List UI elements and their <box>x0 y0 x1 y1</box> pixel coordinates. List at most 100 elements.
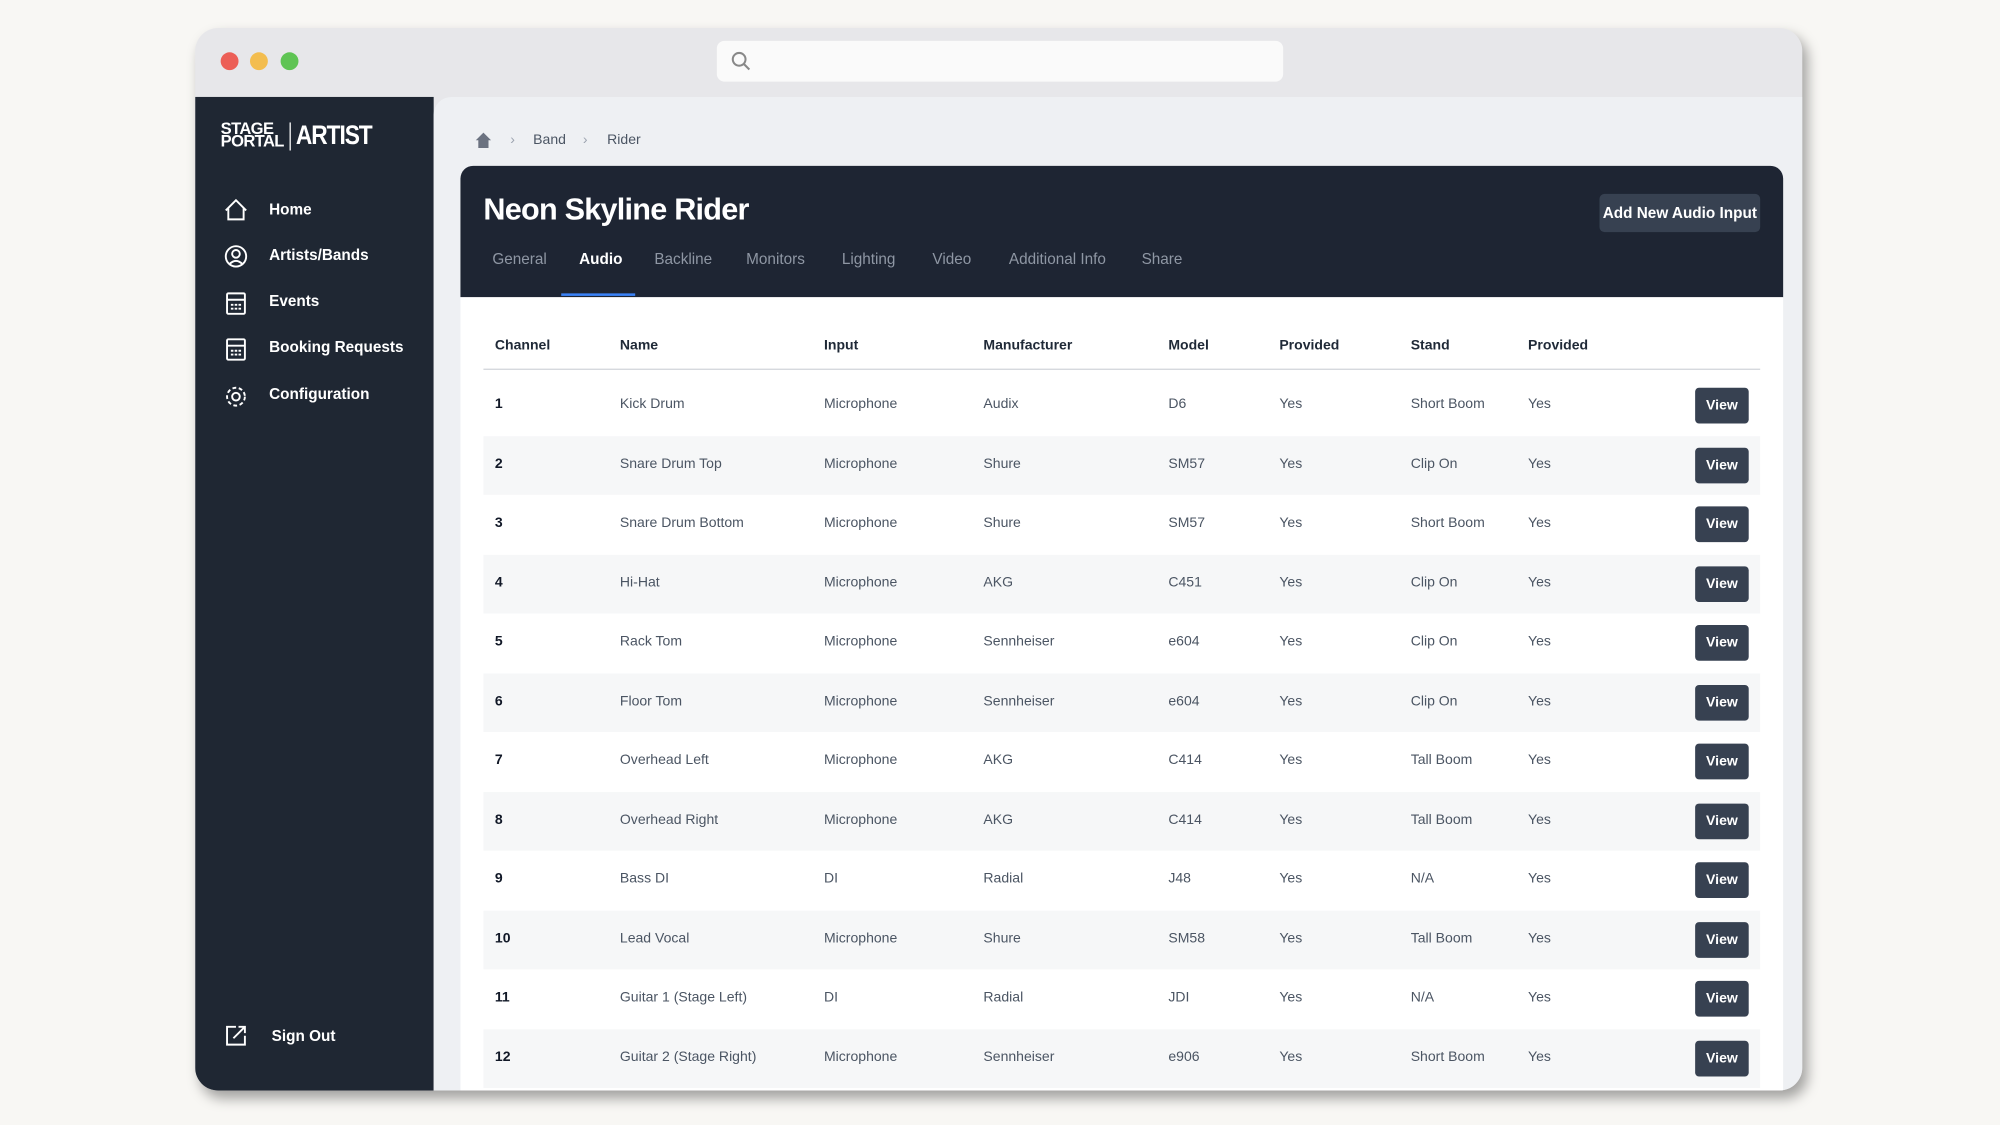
breadcrumb-item[interactable]: Rider <box>607 132 641 148</box>
sign-out-icon <box>226 1025 246 1046</box>
view-button[interactable]: View <box>1695 1040 1749 1076</box>
table-cell: Microphone <box>823 693 898 709</box>
view-button[interactable]: View <box>1695 447 1749 483</box>
table-cell: DI <box>823 989 839 1006</box>
table-cell: Shure <box>983 930 1021 946</box>
table-cell: Yes <box>1279 1049 1303 1065</box>
table-cell: Yes <box>1528 930 1551 946</box>
view-button[interactable]: View <box>1695 624 1749 661</box>
zoom-dot[interactable] <box>280 52 299 71</box>
minimize-dot[interactable] <box>249 52 268 71</box>
table-cell: Clip On <box>1410 455 1458 472</box>
table-cell: N/A <box>1410 871 1435 887</box>
table-cell: e604 <box>1168 693 1200 709</box>
nav-item[interactable]: Configuration <box>269 385 370 404</box>
view-button[interactable]: View <box>1695 387 1749 424</box>
table-cell: Overhead Left <box>619 752 709 768</box>
table-cell: Clip On <box>1410 574 1458 590</box>
table-cell: Yes <box>1279 515 1303 531</box>
search-icon <box>731 51 751 71</box>
table-cell: Clip On <box>1410 693 1458 709</box>
column-header: Provided <box>1279 338 1340 354</box>
logo-brand: ARTIST <box>295 121 373 151</box>
address-bar[interactable] <box>716 40 1284 82</box>
table-cell: AKG <box>983 811 1014 828</box>
view-button[interactable]: View <box>1695 921 1749 958</box>
column-header: Name <box>619 338 659 354</box>
table-cell: 8 <box>494 811 503 828</box>
table-cell: Microphone <box>823 752 898 768</box>
tab[interactable]: Monitors <box>746 249 805 268</box>
table-cell: 6 <box>494 693 503 709</box>
tab[interactable]: Share <box>1141 249 1183 268</box>
logo[interactable]: STAGE PORTAL <box>221 120 285 149</box>
table-row: 9 Bass DI DI Radial J48 Yes N/A Yes View <box>483 850 1761 911</box>
nav-item[interactable]: Booking Requests <box>269 338 404 356</box>
table-cell: Yes <box>1528 989 1551 1006</box>
table-cell: Radial <box>983 989 1024 1006</box>
close-dot[interactable] <box>220 52 239 71</box>
table-cell: Radial <box>983 871 1024 887</box>
add-button[interactable]: Add New Audio Input <box>1599 193 1761 233</box>
tab[interactable]: General <box>492 249 547 268</box>
table-cell: N/A <box>1410 989 1435 1006</box>
tab[interactable]: Backline <box>654 249 713 268</box>
view-button[interactable]: View <box>1695 743 1749 780</box>
tab[interactable]: Video <box>932 249 972 268</box>
booking-icon <box>226 338 246 361</box>
tab[interactable]: Additional Info <box>1008 249 1106 268</box>
table-cell: Yes <box>1528 455 1551 472</box>
view-button[interactable]: View <box>1695 506 1749 543</box>
table-cell: SM58 <box>1168 930 1206 946</box>
table-cell: Snare Drum Top <box>619 455 722 472</box>
table-row: 1 Kick Drum Microphone Audix D6 Yes Short Boom… <box>483 376 1761 436</box>
tab[interactable]: Audio <box>579 249 623 268</box>
table-cell: C414 <box>1168 752 1202 768</box>
view-button[interactable]: View <box>1695 684 1749 721</box>
table-cell: 4 <box>494 574 503 590</box>
sidebar: STAGE PORTAL ARTIST Home Artists/Bands Eve… <box>195 96 434 1091</box>
view-button[interactable]: View <box>1695 980 1749 1017</box>
table-cell: 12 <box>494 1049 511 1065</box>
table-cell: 9 <box>494 871 503 887</box>
table-cell: Microphone <box>823 574 898 590</box>
table-cell: Yes <box>1279 574 1303 590</box>
table-cell: 3 <box>494 515 503 531</box>
table-cell: Yes <box>1528 811 1551 828</box>
table-cell: Tall Boom <box>1410 811 1473 828</box>
table-cell: Microphone <box>823 633 898 650</box>
table-cell: D6 <box>1168 396 1187 412</box>
tab[interactable]: Lighting <box>841 249 896 268</box>
table-cell: Clip On <box>1410 633 1458 650</box>
table-cell: Yes <box>1279 455 1303 472</box>
table-cell: Shure <box>983 515 1021 531</box>
view-button[interactable]: View <box>1695 862 1749 898</box>
table-row: 2 Snare Drum Top Microphone Shure SM57 Yes Cli… <box>483 435 1761 495</box>
table-cell: Snare Drum Bottom <box>619 515 744 531</box>
nav-item[interactable]: Events <box>269 292 320 310</box>
table-row: 11 Guitar 1 (Stage Left) DI Radial JDI Yes N/A… <box>483 969 1761 1029</box>
nav-item[interactable]: Home <box>269 200 312 219</box>
table-cell: Yes <box>1279 693 1303 709</box>
table-cell: Yes <box>1528 752 1551 768</box>
column-header: Provided <box>1528 338 1589 354</box>
table-row: 6 Floor Tom Microphone Sennheiser e604 Yes Cli… <box>483 672 1761 733</box>
table-row: 8 Overhead Right Microphone AKG C414 Yes Tall … <box>483 791 1761 851</box>
table-cell: 2 <box>494 455 503 472</box>
audio-table: Channel Name Input Manufacturer Model Provide… <box>460 297 1784 1091</box>
sign-out[interactable]: Sign Out <box>271 1026 336 1045</box>
view-button[interactable]: View <box>1695 565 1749 602</box>
table-cell: Lead Vocal <box>619 930 690 946</box>
breadcrumb-home[interactable] <box>474 131 492 149</box>
table-cell: Guitar 2 (Stage Right) <box>619 1049 757 1065</box>
nav-item[interactable]: Artists/Bands <box>269 246 369 265</box>
table-cell: 1 <box>494 396 503 412</box>
table-cell: Yes <box>1279 811 1303 828</box>
table-cell: Yes <box>1528 633 1551 650</box>
main-content: › Band › Rider Neon Skyline Rider Add Ne… <box>433 96 1803 1091</box>
breadcrumb-item[interactable]: Band <box>533 132 566 148</box>
table-cell: Guitar 1 (Stage Left) <box>619 989 748 1006</box>
gear-icon <box>226 386 246 407</box>
view-button[interactable]: View <box>1695 802 1749 839</box>
breadcrumb-separator: › <box>510 132 515 148</box>
